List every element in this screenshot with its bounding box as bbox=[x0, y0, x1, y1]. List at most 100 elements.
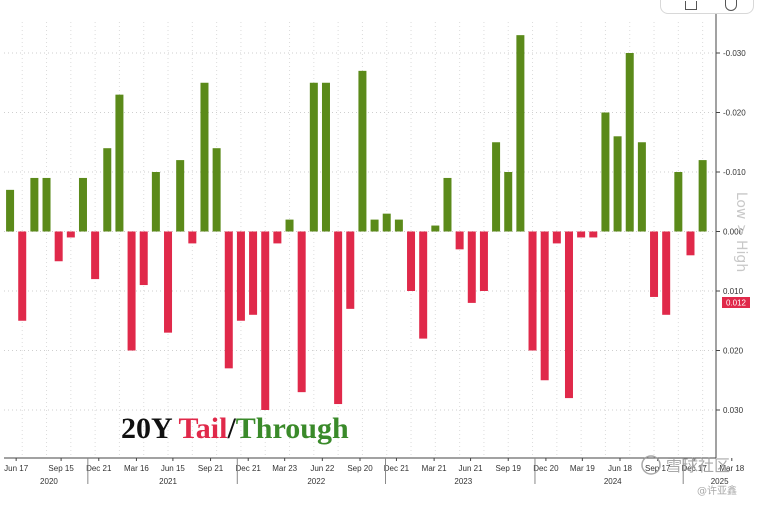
x-tick-label: Jun 17 bbox=[4, 464, 29, 473]
x-tick-label: Dec 21 bbox=[86, 464, 112, 473]
y-tick-label: 0.030 bbox=[723, 406, 744, 415]
tail-bar bbox=[662, 231, 671, 315]
tail-bar bbox=[407, 231, 416, 291]
year-label: 2025 bbox=[711, 477, 729, 486]
year-label: 2020 bbox=[40, 477, 58, 486]
last-value-label: 0.012 bbox=[726, 299, 747, 308]
through-bar bbox=[625, 53, 634, 232]
x-tick-label: Mar 16 bbox=[124, 464, 149, 473]
tail-bar bbox=[564, 231, 573, 399]
x-tick-label: Dec 21 bbox=[384, 464, 410, 473]
tail-bar bbox=[334, 231, 343, 405]
through-bar bbox=[698, 160, 707, 232]
through-bar bbox=[370, 219, 379, 232]
bars bbox=[6, 35, 707, 410]
x-tick-label: Sep 17 bbox=[645, 464, 671, 473]
year-label: 2021 bbox=[159, 477, 177, 486]
through-bar bbox=[504, 172, 513, 232]
year-label: 2023 bbox=[454, 477, 472, 486]
share-icon bbox=[685, 1, 697, 10]
tail-bar bbox=[224, 231, 233, 369]
title-part-through: Through bbox=[236, 412, 349, 445]
watermark-author: @许亚鑫 bbox=[697, 484, 737, 497]
tail-bar bbox=[139, 231, 148, 286]
x-tick-label: Dec 20 bbox=[533, 464, 559, 473]
watermark-brand: 雪球社区 bbox=[666, 456, 730, 475]
x-tick-label: Mar 23 bbox=[272, 464, 297, 473]
through-bar bbox=[115, 94, 124, 232]
watermark: 雪球社区 @许亚鑫 bbox=[641, 455, 737, 497]
x-tick-label: Jun 15 bbox=[161, 464, 186, 473]
title-part-tail: Tail bbox=[179, 412, 228, 445]
title-part-slash: / bbox=[226, 412, 236, 445]
year-label: 2024 bbox=[604, 477, 622, 486]
share-button[interactable] bbox=[660, 0, 754, 14]
tail-bar bbox=[577, 231, 586, 238]
tail-bar bbox=[273, 231, 282, 244]
last-value-tag-bg bbox=[722, 297, 750, 308]
year-label: 2022 bbox=[307, 477, 325, 486]
shield-icon bbox=[725, 0, 737, 11]
through-bar bbox=[6, 189, 15, 232]
through-bar bbox=[443, 177, 452, 232]
x-tick-label: Jun 22 bbox=[310, 464, 335, 473]
tail-bar bbox=[261, 231, 270, 410]
through-bar bbox=[601, 112, 610, 232]
through-bar bbox=[176, 160, 185, 232]
x-tick-label: Dec 21 bbox=[236, 464, 262, 473]
x-tick-label: Sep 19 bbox=[496, 464, 522, 473]
x-tick-label: Jun 21 bbox=[459, 464, 484, 473]
through-bar bbox=[103, 148, 112, 232]
through-bar bbox=[78, 177, 87, 232]
through-bar bbox=[394, 219, 403, 232]
tail-bar bbox=[164, 231, 173, 333]
through-bar bbox=[358, 70, 367, 232]
tail-bar bbox=[91, 231, 100, 280]
y-axis: -0.030 -0.020 -0.010 0.000 0.010 0.020 0.030 bbox=[715, 12, 746, 458]
tail-bar bbox=[552, 231, 561, 244]
tail-bar bbox=[589, 231, 598, 238]
through-bar bbox=[431, 225, 440, 232]
tail-bar bbox=[650, 231, 659, 297]
through-bar bbox=[613, 136, 622, 232]
x-tick-label: Sep 20 bbox=[347, 464, 373, 473]
x-tick-label: Mar 18 bbox=[719, 464, 744, 473]
y-tick-label: -0.030 bbox=[723, 49, 746, 58]
y-tick-label: 0.020 bbox=[723, 347, 744, 356]
through-bar bbox=[30, 177, 39, 232]
y-tick-label: -0.020 bbox=[723, 109, 746, 118]
y-tick-label: 0.010 bbox=[723, 287, 744, 296]
x-tick-label: Sep 21 bbox=[198, 464, 224, 473]
tail-bar bbox=[54, 231, 63, 262]
through-bar bbox=[285, 219, 294, 232]
x-tick-label: Sep 15 bbox=[48, 464, 74, 473]
through-bar bbox=[42, 177, 51, 232]
tail-bar bbox=[249, 231, 258, 315]
tail-bar bbox=[467, 231, 476, 303]
tail-bar bbox=[479, 231, 488, 291]
tail-bar bbox=[528, 231, 537, 351]
through-bar bbox=[674, 172, 683, 232]
tail-bar bbox=[236, 231, 245, 321]
through-bar bbox=[492, 142, 501, 232]
tail-bar bbox=[18, 231, 27, 321]
through-bar bbox=[637, 142, 646, 232]
through-bar bbox=[321, 82, 330, 232]
y-tick-label: -0.010 bbox=[723, 168, 746, 177]
x-tick-label: Jun 18 bbox=[608, 464, 633, 473]
through-bar bbox=[212, 148, 221, 232]
through-bar bbox=[382, 213, 391, 232]
y-tick-label: 0.000 bbox=[723, 228, 744, 237]
tail-bar bbox=[66, 231, 75, 238]
tail-bar bbox=[540, 231, 549, 381]
through-bar bbox=[200, 82, 209, 232]
x-tick-label: Mar 19 bbox=[570, 464, 595, 473]
last-value-tag: 0.012 bbox=[722, 297, 750, 308]
y-axis-title: Low > High bbox=[733, 192, 749, 272]
tail-bar bbox=[686, 231, 695, 256]
tail-bar bbox=[455, 231, 464, 250]
tail-bar bbox=[297, 231, 306, 393]
x-tick-label: Dec 17 bbox=[681, 464, 707, 473]
